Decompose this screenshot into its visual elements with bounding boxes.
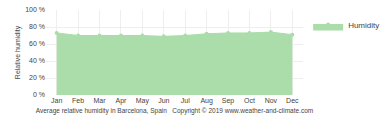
svg-text:May: May <box>136 97 150 105</box>
svg-text:Mar: Mar <box>94 97 107 104</box>
svg-text:Sep: Sep <box>222 97 235 105</box>
svg-text:Aug: Aug <box>200 97 213 105</box>
svg-text:Relative humidity: Relative humidity <box>14 25 22 79</box>
svg-text:20 %: 20 % <box>29 74 45 81</box>
svg-text:Oct: Oct <box>244 97 255 104</box>
svg-text:100 %: 100 % <box>25 6 45 13</box>
svg-text:Dec: Dec <box>286 97 299 104</box>
svg-text:80 %: 80 % <box>29 23 45 30</box>
svg-text:60 %: 60 % <box>29 40 45 47</box>
svg-text:40 %: 40 % <box>29 57 45 64</box>
svg-text:Feb: Feb <box>72 97 84 104</box>
svg-text:Apr: Apr <box>116 97 128 105</box>
svg-text:Jul: Jul <box>181 97 190 104</box>
svg-text:Humidity: Humidity <box>348 21 379 30</box>
svg-text:Jan: Jan <box>51 97 62 104</box>
svg-text:Nov: Nov <box>265 97 278 104</box>
svg-text:Average relative humidity in B: Average relative humidity in Barcelona, … <box>36 107 313 115</box>
svg-text:0 %: 0 % <box>33 91 45 98</box>
svg-text:Jun: Jun <box>158 97 169 104</box>
